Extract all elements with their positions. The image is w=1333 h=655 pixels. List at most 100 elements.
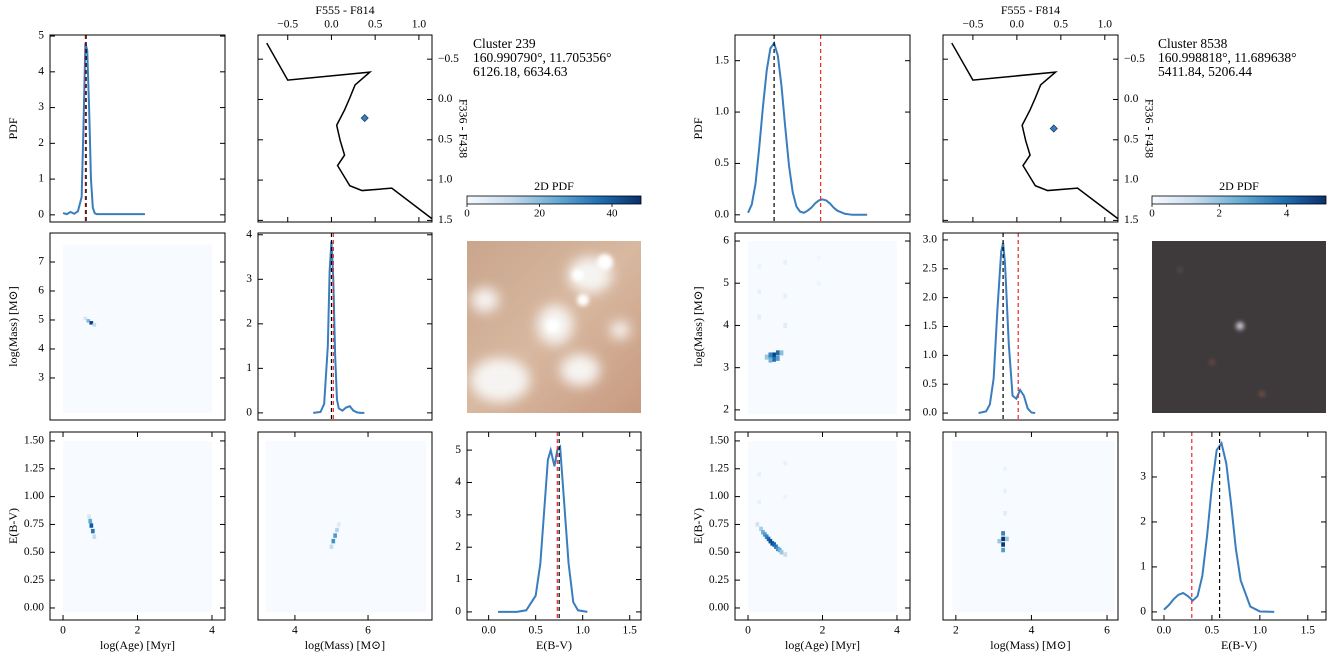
y-tick-label: 2.0 <box>923 291 938 303</box>
heatmap-cell <box>783 552 788 557</box>
image-features <box>470 257 630 402</box>
pdf-curve <box>978 242 1036 415</box>
cluster-point <box>360 113 369 123</box>
y-axis-label: log(Mass) [M⊙] <box>6 286 20 366</box>
heatmap-cell <box>87 514 91 519</box>
axes-frame <box>734 232 911 421</box>
x-axis-label: F555 - F814 <box>1001 3 1060 17</box>
y-tick-label: 0.5 <box>1124 133 1139 145</box>
info-text: 160.990790°, 11.705356° <box>473 50 612 65</box>
heatmap-cell <box>1001 547 1005 553</box>
pdf-curve <box>498 444 588 613</box>
heatmap-cell <box>775 355 780 361</box>
heatmap-cell <box>336 522 341 527</box>
heatmap-cell <box>1001 531 1005 536</box>
heatmap-cell <box>92 534 97 539</box>
heatmap-cell <box>783 460 788 466</box>
heatmap-cell <box>757 263 762 269</box>
colorbar-tick-label: 20 <box>534 208 546 220</box>
x-tick-label: 2 <box>953 625 959 637</box>
heatmap-cell <box>759 526 763 532</box>
heatmap-background <box>265 440 427 613</box>
y-tick-label: −0.5 <box>1124 53 1145 65</box>
x-tick-label: 4 <box>292 625 298 637</box>
y-tick-label: 0 <box>246 407 252 419</box>
heatmap-cell <box>86 319 91 323</box>
y-tick-label: 2 <box>455 541 461 553</box>
x-axis-label: log(Mass) [M⊙] <box>305 638 385 652</box>
star <box>1178 268 1182 272</box>
colorbar-tick-label: 2 <box>1217 208 1223 220</box>
y-tick-label: 1.50 <box>709 435 729 447</box>
y-axis-label: log(Mass) [M⊙] <box>691 286 705 366</box>
y-tick-label: 0 <box>1140 606 1146 618</box>
y-axis-label: E(B-V) <box>691 508 705 544</box>
y-tick-label: 1.0 <box>715 106 730 118</box>
heatmap-cell <box>783 322 788 328</box>
axes-frame <box>734 34 911 223</box>
heatmap-background <box>952 440 1115 613</box>
x-tick-label: 6 <box>365 625 371 637</box>
y-tick-label: 1.0 <box>923 349 938 361</box>
colorbar-label: 2D PDF <box>1219 179 1259 193</box>
heatmap-background <box>748 440 897 613</box>
y-tick-label: 1.5 <box>715 54 730 66</box>
axes-frame <box>942 232 1119 421</box>
y-tick-label: 1.00 <box>709 490 729 502</box>
heatmap-cell <box>1003 466 1007 471</box>
y-tick-label: 2 <box>246 317 252 329</box>
colorbar-tick-label: 0 <box>1149 208 1155 220</box>
colorbar-tick-label: 4 <box>1284 208 1290 220</box>
heatmap-cell <box>331 538 336 544</box>
y-tick-label: 3 <box>1140 471 1146 483</box>
y-tick-label: 2 <box>38 137 44 149</box>
y-tick-label: 4 <box>246 228 252 240</box>
x-tick-label: 0.0 <box>481 625 496 637</box>
y-tick-label: 4 <box>38 65 44 77</box>
y-tick-label: 1.25 <box>24 462 44 474</box>
x-tick-label: 0.0 <box>1010 19 1025 31</box>
info-text: 160.998818°, 11.689638° <box>1158 50 1297 65</box>
x-tick-label: 0.5 <box>1054 19 1069 31</box>
heatmap-cell <box>779 550 784 555</box>
x-tick-label: 4 <box>894 625 900 637</box>
y-tick-label: 4 <box>455 476 461 488</box>
x-tick-label: 4 <box>1029 625 1035 637</box>
heatmap-cell <box>770 541 775 546</box>
heatmap-cell <box>333 533 337 538</box>
x-tick-label: 2 <box>820 625 826 637</box>
y-tick-label: 0.25 <box>709 574 729 586</box>
heatmap-cell <box>783 259 788 265</box>
heatmap-cell <box>1003 488 1007 494</box>
axes-frame <box>942 34 1119 223</box>
cluster-image <box>467 241 641 413</box>
heatmap-cell <box>89 321 94 325</box>
y-tick-label: 2 <box>1140 516 1146 528</box>
heatmap-cell <box>816 280 821 286</box>
bright-region <box>610 321 630 339</box>
colorbar <box>1151 195 1327 205</box>
y-axis-label: F336 - F438 <box>1142 99 1156 158</box>
y-tick-label: 0.0 <box>1124 93 1139 105</box>
colorbar <box>466 195 642 205</box>
y-tick-label: 3 <box>455 508 461 520</box>
heatmap-cell <box>335 527 339 533</box>
colorbar-label: 2D PDF <box>534 179 574 193</box>
y-tick-label: 3 <box>38 101 44 113</box>
y-tick-label: 2.5 <box>923 262 938 274</box>
x-tick-label: 0.0 <box>1157 625 1172 637</box>
axes-frame <box>1151 431 1327 621</box>
y-tick-label: 0.5 <box>715 157 730 169</box>
y-tick-label: 5 <box>723 277 729 289</box>
y-tick-label: 1 <box>1140 561 1146 573</box>
y-tick-label: 1.5 <box>438 214 453 226</box>
heatmap-cell <box>90 528 95 534</box>
y-tick-label: 6 <box>723 235 729 247</box>
y-tick-label: 1 <box>246 362 252 374</box>
y-tick-label: 1.25 <box>709 462 729 474</box>
heatmap-background <box>63 440 212 613</box>
heatmap-cell <box>816 255 821 261</box>
heatmap-cell <box>772 356 776 362</box>
